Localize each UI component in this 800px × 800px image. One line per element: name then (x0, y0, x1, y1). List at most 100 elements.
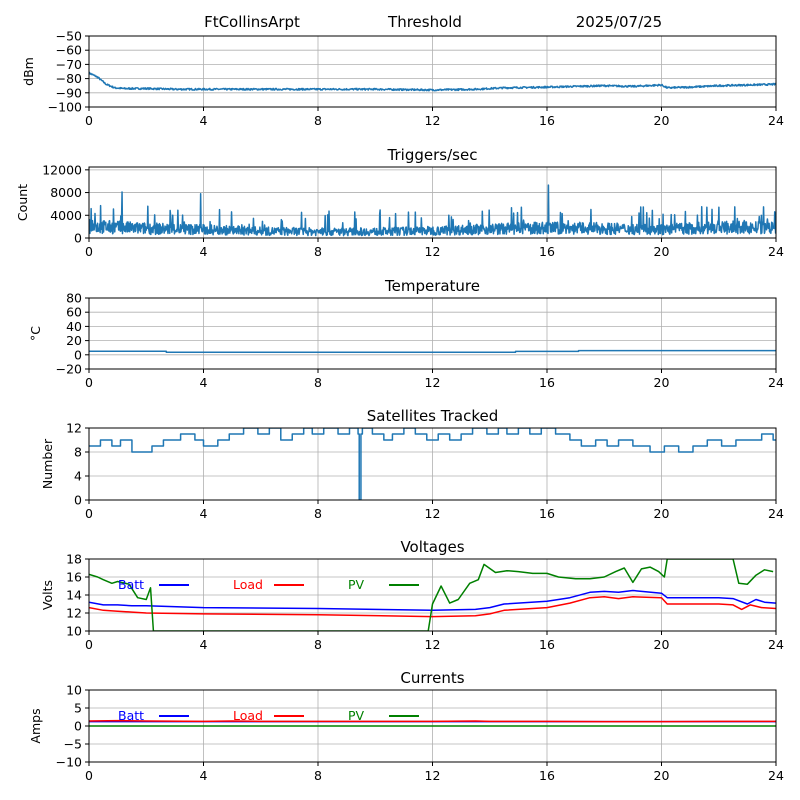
plot-area (89, 71, 776, 92)
x-tick-label: 8 (314, 113, 322, 128)
legend-label-batt: Batt (118, 708, 144, 723)
plot-area (89, 184, 776, 237)
x-tick-label: 16 (539, 113, 555, 128)
y-tick-label: 14 (66, 588, 82, 603)
y-axis-label: °C (28, 326, 43, 341)
x-tick-label: 12 (425, 637, 441, 652)
x-tick-label: 0 (85, 506, 93, 521)
chart-panel-4: 0 4 8 12 16 20 24 0 4 8 12 Satellites Tracked Number (40, 407, 784, 521)
chart-panel-1: 0 4 8 12 16 20 24 −100−90−80−70−60−50 dBm (21, 29, 784, 129)
x-tick-label: 8 (314, 768, 322, 783)
chart-title: Temperature (384, 277, 480, 295)
y-tick-label: −80 (56, 71, 82, 86)
x-tick-label: 8 (314, 375, 322, 390)
y-tick-label: 0 (74, 347, 82, 362)
y-axis-label: Volts (40, 580, 55, 610)
series-line-1 (89, 184, 776, 237)
y-axis-label: dBm (21, 57, 36, 86)
x-tick-label: 20 (654, 375, 670, 390)
x-tick-label: 20 (654, 637, 670, 652)
y-tick-label: 12 (66, 606, 82, 621)
y-tick-label: 10 (66, 683, 82, 698)
y-tick-label: 16 (66, 570, 82, 585)
y-axis-label: Number (40, 438, 55, 489)
header-station: FtCollinsArpt (204, 13, 300, 31)
x-tick-label: 20 (654, 506, 670, 521)
series-line-1 (89, 349, 776, 353)
chart-title: Currents (400, 669, 464, 687)
x-tick-label: 24 (768, 506, 784, 521)
y-axis-label: Count (15, 184, 30, 221)
chart-title: Satellites Tracked (367, 407, 498, 425)
legend: Batt Load PV (118, 708, 419, 723)
x-tick-label: 16 (539, 637, 555, 652)
x-tick-label: 12 (425, 244, 441, 259)
x-tick-label: 12 (425, 375, 441, 390)
y-tick-label: 18 (66, 552, 82, 567)
chart-title: Triggers/sec (387, 146, 478, 164)
x-tick-label: 0 (85, 244, 93, 259)
header-date: 2025/07/25 (576, 13, 662, 31)
series-line-batt (89, 589, 776, 612)
x-tick-label: 24 (768, 637, 784, 652)
x-tick-label: 20 (654, 768, 670, 783)
x-tick-label: 8 (314, 506, 322, 521)
y-tick-label: −90 (56, 85, 82, 100)
y-tick-label: 4000 (50, 208, 82, 223)
x-tick-label: 4 (200, 113, 208, 128)
x-tick-label: 20 (654, 244, 670, 259)
plot-area (89, 559, 776, 631)
x-tick-label: 0 (85, 637, 93, 652)
x-tick-label: 4 (200, 375, 208, 390)
x-tick-label: 4 (200, 768, 208, 783)
x-tick-label: 16 (539, 375, 555, 390)
y-tick-label: 12 (66, 421, 82, 436)
x-tick-label: 4 (200, 506, 208, 521)
y-tick-label: −5 (64, 737, 82, 752)
y-tick-label: 0 (74, 719, 82, 734)
x-tick-label: 0 (85, 768, 93, 783)
legend-label-batt: Batt (118, 577, 144, 592)
chart-panel-2: 0 4 8 12 16 20 24 0 4000 8000 12000 Triggers/sec Cou… (15, 146, 784, 259)
y-tick-label: −70 (56, 57, 82, 72)
x-tick-label: 4 (200, 637, 208, 652)
y-tick-label: 40 (66, 319, 82, 334)
x-tick-label: 12 (425, 506, 441, 521)
y-tick-label: 12000 (42, 162, 82, 177)
y-tick-label: 10 (66, 624, 82, 639)
y-tick-label: −100 (48, 100, 82, 115)
x-tick-label: 8 (314, 637, 322, 652)
legend-label-pv: PV (348, 577, 365, 592)
y-tick-label: 0 (74, 493, 82, 508)
y-tick-label: −50 (56, 29, 82, 44)
x-tick-label: 24 (768, 375, 784, 390)
legend-label-pv: PV (348, 708, 365, 723)
y-tick-label: 20 (66, 333, 82, 348)
x-tick-label: 12 (425, 113, 441, 128)
x-tick-label: 0 (85, 113, 93, 128)
legend-label-load: Load (233, 577, 263, 592)
legend-label-load: Load (233, 708, 263, 723)
chart-panel-5: 0 4 8 12 16 20 24 10 12 14 16 18 Voltages Volts Batt Lo… (40, 538, 784, 652)
series-line-pv (89, 559, 774, 631)
series-line-load (89, 596, 776, 618)
chart-panel-6: 0 4 8 12 16 20 24 −10 −5 0 5 10 Currents Amps Batt Load… (28, 669, 784, 783)
y-tick-label: 8000 (50, 185, 82, 200)
x-tick-label: 24 (768, 244, 784, 259)
x-tick-label: 20 (654, 113, 670, 128)
y-tick-label: 0 (74, 231, 82, 246)
x-tick-label: 16 (539, 506, 555, 521)
y-tick-label: 60 (66, 305, 82, 320)
header-plot-name: Threshold (387, 13, 462, 31)
plot-area (89, 719, 776, 727)
y-tick-label: −60 (56, 43, 82, 58)
legend: Batt Load PV (118, 577, 419, 592)
x-tick-label: 24 (768, 768, 784, 783)
x-tick-label: 16 (539, 768, 555, 783)
plot-area (89, 428, 776, 500)
y-tick-label: −20 (56, 362, 82, 377)
x-tick-label: 12 (425, 768, 441, 783)
x-tick-label: 24 (768, 113, 784, 128)
